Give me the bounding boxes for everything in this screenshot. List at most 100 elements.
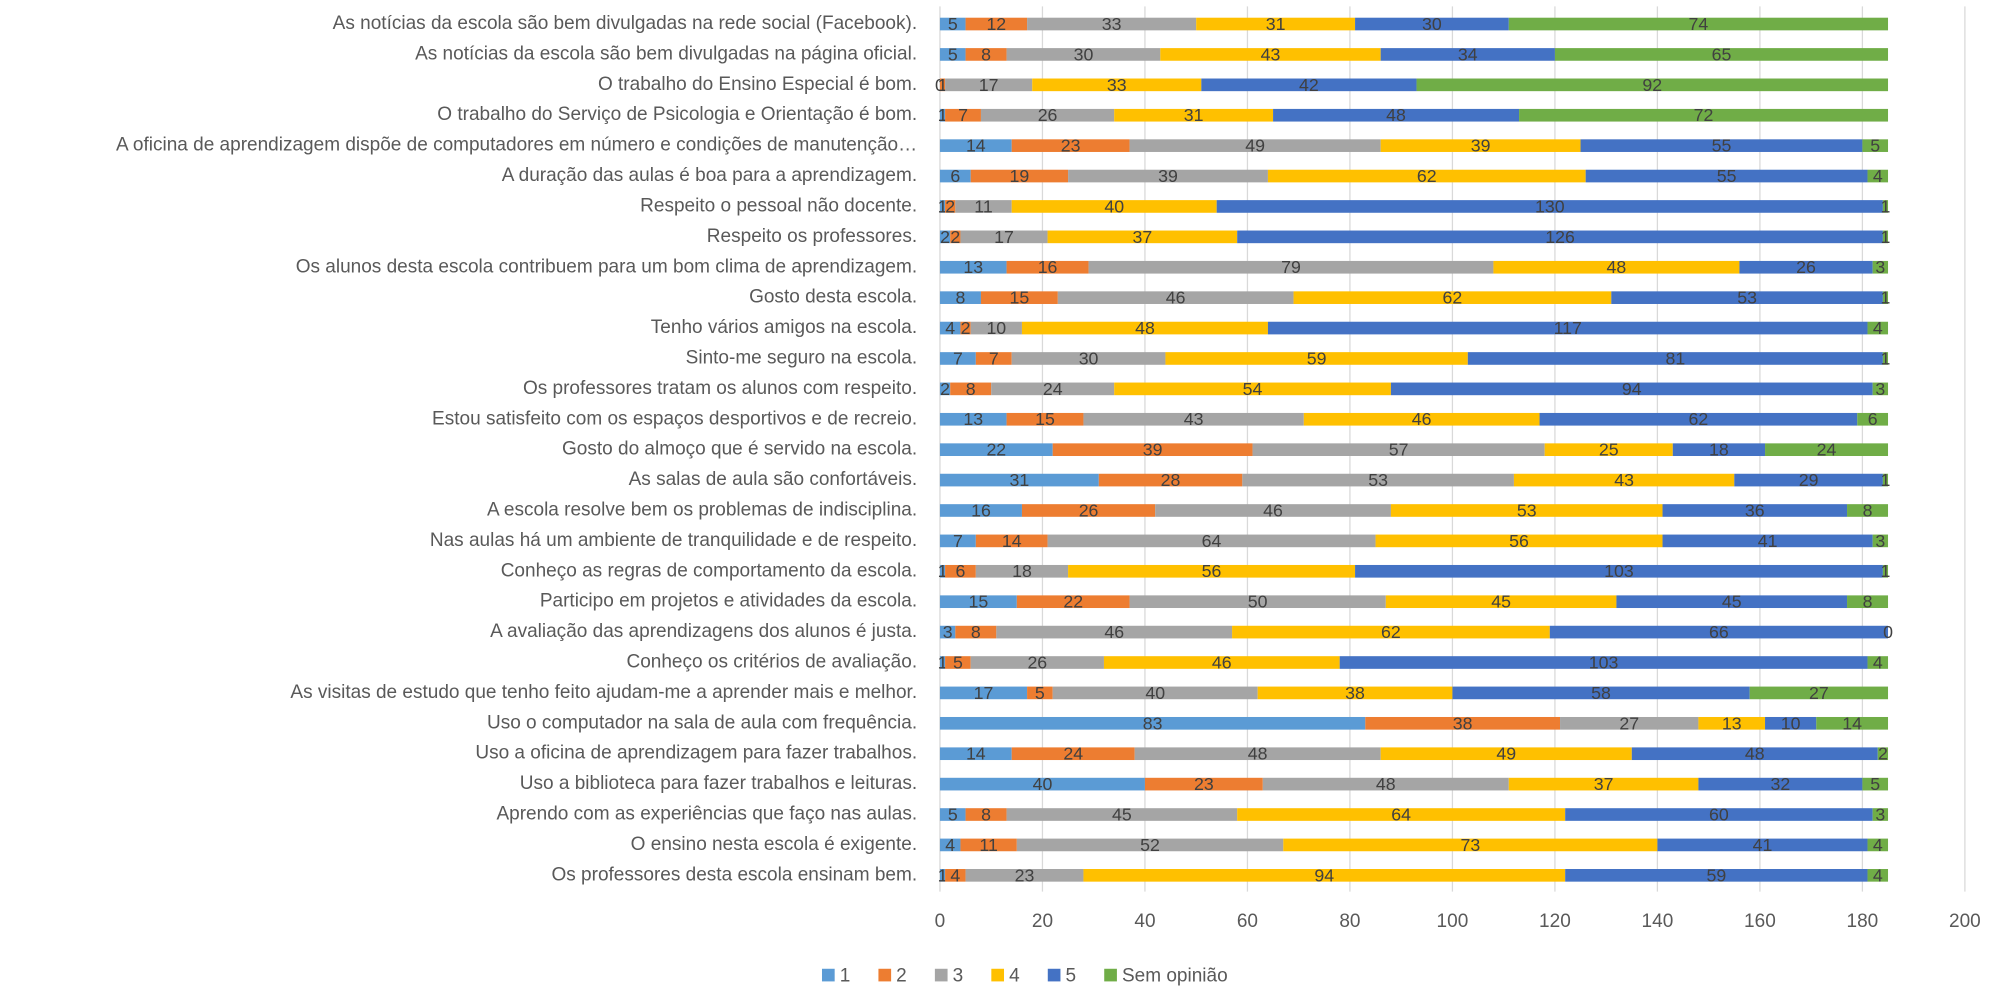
value-label: 8 (1863, 500, 1873, 520)
legend-swatch (821, 968, 835, 982)
value-label: 43 (1614, 470, 1634, 490)
value-label: 50 (1248, 592, 1268, 612)
value-label: 64 (1391, 804, 1411, 824)
value-label: 2 (945, 196, 955, 216)
x-tick-label: 100 (1437, 911, 1469, 932)
bar-segment (1047, 534, 1376, 548)
bar-segment (950, 382, 992, 396)
bar-segment (1016, 595, 1130, 609)
bar-segment (1867, 656, 1889, 669)
value-label: 14 (966, 136, 986, 156)
value-label: 7 (989, 348, 999, 368)
bar-segment (1765, 716, 1817, 730)
bar-segment (1083, 869, 1566, 882)
value-label: 33 (1102, 14, 1122, 34)
y-tick-label: Uso a oficina de aprendizagem para fazer… (475, 743, 917, 764)
value-label: 39 (1143, 440, 1163, 460)
value-label: 38 (1453, 713, 1473, 733)
legend-swatch (1047, 968, 1061, 982)
bar-segment (939, 200, 946, 213)
value-label: 39 (1158, 166, 1178, 186)
value-label: 28 (1161, 470, 1181, 490)
value-label: 4 (1873, 835, 1883, 855)
y-tick-label: Os alunos desta escola contribuem para u… (296, 256, 917, 277)
bar-segment (1816, 716, 1889, 730)
bar-segment (970, 169, 1069, 183)
value-label: 15 (969, 592, 989, 612)
y-tick-label: Os professores tratam os alunos com resp… (523, 378, 917, 399)
y-tick-label: Estou satisfeito com os espaços desporti… (432, 408, 917, 429)
value-label: 17 (994, 227, 1014, 247)
value-label: 46 (1263, 500, 1283, 520)
value-label: 40 (1104, 196, 1124, 216)
value-label: 73 (1460, 835, 1480, 855)
y-tick-label: Tenho vários amigos na escola. (651, 317, 917, 338)
bar-segment (939, 230, 951, 244)
x-tick-label: 180 (1847, 911, 1879, 932)
bar-segment (939, 78, 946, 92)
bar-segment (1303, 412, 1540, 426)
value-label: 3 (1875, 804, 1885, 824)
legend-label: Sem opinião (1122, 965, 1228, 986)
bar-segment (1052, 686, 1258, 700)
value-label: 18 (1709, 440, 1729, 460)
value-label: 22 (1063, 592, 1083, 612)
value-label: 34 (1458, 44, 1478, 64)
bar-segment (955, 625, 997, 639)
value-label: 4 (1873, 318, 1883, 338)
bar-segment (939, 412, 1007, 426)
y-tick-label: Participo em projetos e atividades da es… (540, 591, 917, 612)
bar-segment (1339, 656, 1868, 669)
value-label: 32 (1771, 774, 1791, 794)
bar-segment (980, 108, 1115, 122)
bar-segment (1765, 443, 1889, 457)
value-label: 45 (1491, 592, 1511, 612)
bar-segment (1631, 747, 1878, 761)
bar-segment (1165, 352, 1468, 365)
value-label: 103 (1604, 561, 1634, 581)
value-label: 10 (1781, 713, 1801, 733)
bar-segment (1734, 473, 1883, 487)
y-tick-label: Aprendo com as experiências que faço nas… (496, 804, 917, 825)
value-label: 46 (1104, 622, 1124, 642)
bar-segment (945, 656, 971, 669)
bar-segment (939, 686, 1028, 700)
bar-segment (939, 595, 1017, 609)
bar-segment (1513, 473, 1735, 487)
bar-segment (1103, 656, 1340, 669)
value-label: 72 (1694, 105, 1714, 125)
value-label: 43 (1261, 44, 1281, 64)
value-label: 23 (1015, 865, 1035, 885)
value-label: 126 (1545, 227, 1575, 247)
value-label: 43 (1184, 409, 1204, 429)
bar-segment (1877, 747, 1889, 761)
bar-segment (1273, 108, 1520, 122)
bar-segment (939, 838, 961, 852)
bar-segment (996, 625, 1233, 639)
bar-segment (939, 139, 1012, 152)
y-tick-label: As notícias da escola são bem divulgadas… (333, 13, 917, 34)
bar-segment (1867, 169, 1889, 183)
bar-segment (945, 200, 956, 213)
bar-segment (1032, 78, 1202, 92)
legend-label: 5 (1066, 965, 1077, 986)
bar-segment (1129, 595, 1386, 609)
value-label: 1 (1881, 561, 1891, 581)
value-label: 1 (938, 75, 948, 95)
value-label: 130 (1535, 196, 1565, 216)
bar-segment (965, 17, 1028, 31)
value-label: 2 (961, 318, 971, 338)
bar-segment (1011, 139, 1130, 152)
bar-segment (1872, 260, 1889, 274)
bar-segment (1882, 473, 1889, 487)
bar-segment (1355, 564, 1883, 578)
bar-segment (1380, 48, 1555, 61)
x-tick-label: 120 (1539, 911, 1571, 932)
bar-segment (1083, 412, 1304, 426)
value-label: 13 (1722, 713, 1742, 733)
bar-segment (939, 321, 961, 335)
bar-segment (1862, 777, 1889, 791)
value-label: 26 (1038, 105, 1058, 125)
y-tick-label: Gosto do almoço que é servido na escola. (562, 439, 917, 460)
